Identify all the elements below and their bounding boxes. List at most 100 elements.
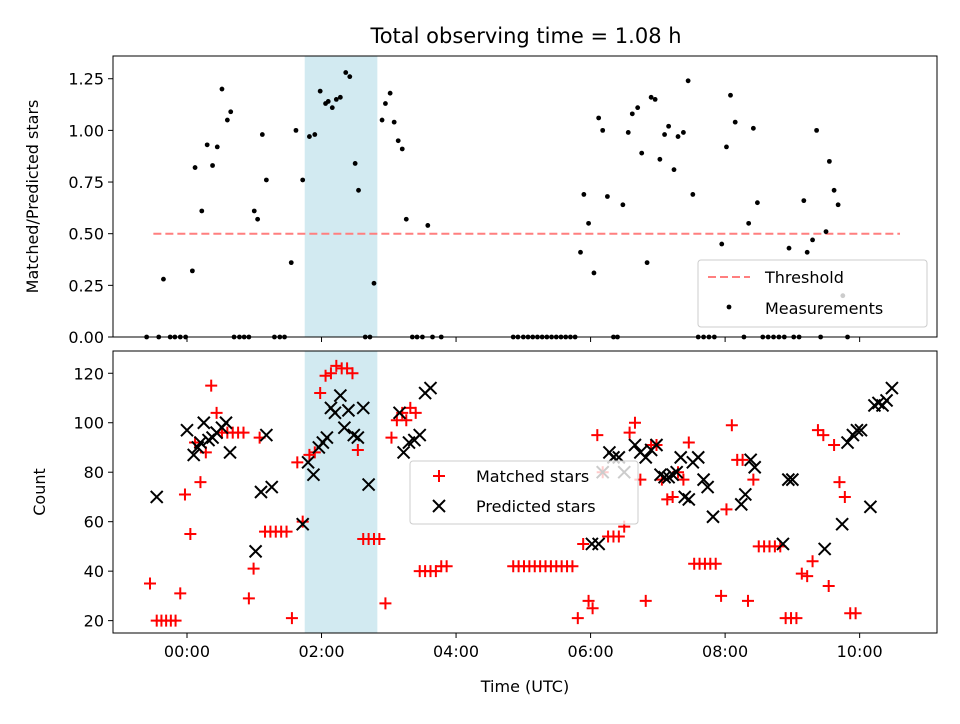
measurement-point (317, 88, 323, 94)
predicted-star-point (657, 470, 672, 484)
count-panel: 20 40 60 80 100 120 00:00 02:00 04:00 06:00 08:00… (30, 350, 938, 696)
predicted-star-point (197, 416, 211, 430)
measurement-point (347, 74, 353, 80)
measurement-point (635, 105, 641, 111)
matched-star-point (806, 555, 819, 568)
legend-predicted-label: Predicted stars (476, 497, 596, 516)
predicted-star-point (223, 445, 237, 460)
predicted-star-point (781, 472, 796, 487)
measurement-point (333, 96, 339, 102)
predicted-star-point (265, 480, 279, 494)
predicted-star-point (254, 485, 268, 499)
predicted-star-point (423, 381, 438, 395)
matched-star-point (747, 473, 760, 486)
measurement-point (671, 167, 677, 173)
matched-star-point (324, 367, 337, 380)
measurement-point (251, 208, 257, 214)
highlight-span-bottom (304, 351, 378, 633)
matched-star-point (591, 429, 604, 442)
matched-star-point (174, 587, 187, 600)
matched-star-point (833, 476, 846, 489)
measurement-point (204, 142, 210, 148)
matched-star-point (385, 431, 398, 444)
measurement-point (383, 101, 388, 106)
measurement-point (189, 268, 195, 274)
matched-star-point (143, 577, 156, 590)
measurement-point (600, 127, 606, 133)
count-legend: Matched stars Predicted stars (409, 460, 639, 525)
matched-star-point (330, 359, 343, 372)
count-y-ticks: 20 40 60 80 100 120 (73, 364, 113, 631)
predicted-star-point (840, 435, 855, 450)
measurement-point (337, 94, 343, 100)
matched-star-point (838, 490, 851, 503)
matched-star-point (194, 476, 207, 489)
predicted-star-point (850, 423, 864, 437)
predicted-star-point (863, 500, 878, 514)
ratio-x-ticks (186, 337, 861, 342)
x-tick-label: 10:00 (837, 642, 883, 661)
matched-star-point (178, 488, 191, 501)
predicted-star-point (180, 423, 194, 437)
matched-star-point (725, 419, 738, 432)
measurement-point (263, 177, 269, 183)
predicted-star-point (669, 465, 684, 479)
measurement-point (224, 117, 230, 123)
legend-measurements-swatch (726, 304, 732, 310)
ratio-legend: Threshold Measurements (697, 259, 928, 328)
matched-star-point (319, 369, 332, 382)
predicted-star-point (871, 396, 886, 410)
y-tick-label: 20 (84, 612, 104, 631)
measurement-point (307, 134, 312, 139)
matched-star-point (801, 570, 814, 583)
measurement-point (343, 70, 349, 75)
measurement-point (629, 111, 635, 117)
predicted-star-point (649, 438, 664, 452)
measurement-point (732, 119, 738, 125)
matched-star-point (351, 443, 364, 456)
measurement-point (826, 158, 832, 164)
matched-star-point (291, 456, 304, 469)
matched-star-point (440, 560, 453, 573)
predicted-star-point (150, 490, 164, 504)
matched-star-point (379, 597, 392, 610)
matched-star-point (709, 557, 722, 570)
measurement-point (750, 125, 756, 131)
predicted-star-point (396, 445, 411, 460)
matched-star-point (242, 592, 255, 605)
measurement-point (395, 138, 401, 144)
matched-star-point (720, 503, 733, 516)
matched-star-point (346, 367, 359, 380)
count-x-ticks: 00:00 02:00 04:00 06:00 08:00 10:00 (164, 633, 883, 661)
measurements-series (144, 70, 850, 340)
measurement-point (724, 144, 729, 150)
matched-star-point (400, 414, 413, 427)
matched-star-point (790, 612, 803, 625)
matched-star-point (736, 453, 749, 466)
matched-star-point (314, 387, 327, 400)
predicted-star-point (734, 497, 748, 512)
matched-star-point (822, 580, 835, 592)
matched-star-point (566, 560, 579, 573)
predicted-star-point (413, 428, 427, 442)
matched-star-point (169, 614, 182, 627)
measurement-point (831, 187, 837, 193)
measurement-point (387, 90, 393, 96)
predicted-star-point (682, 492, 696, 507)
measurement-point (755, 200, 760, 206)
legend-threshold-label: Threshold (764, 268, 844, 287)
matched-star-point (795, 567, 808, 580)
measurement-point (199, 208, 205, 214)
measurement-point (639, 150, 645, 156)
predicted-stars-series (150, 381, 899, 559)
measurement-point (823, 229, 829, 235)
predicted-star-point (691, 450, 705, 465)
matched-star-point (817, 429, 830, 442)
predicted-star-point (738, 487, 753, 502)
matched-star-point (296, 515, 309, 528)
legend-predicted-swatch (432, 499, 446, 513)
matched-star-point (285, 612, 298, 625)
predicted-star-point (392, 406, 407, 420)
matched-star-point (571, 612, 584, 625)
predicted-star-point (193, 435, 208, 450)
